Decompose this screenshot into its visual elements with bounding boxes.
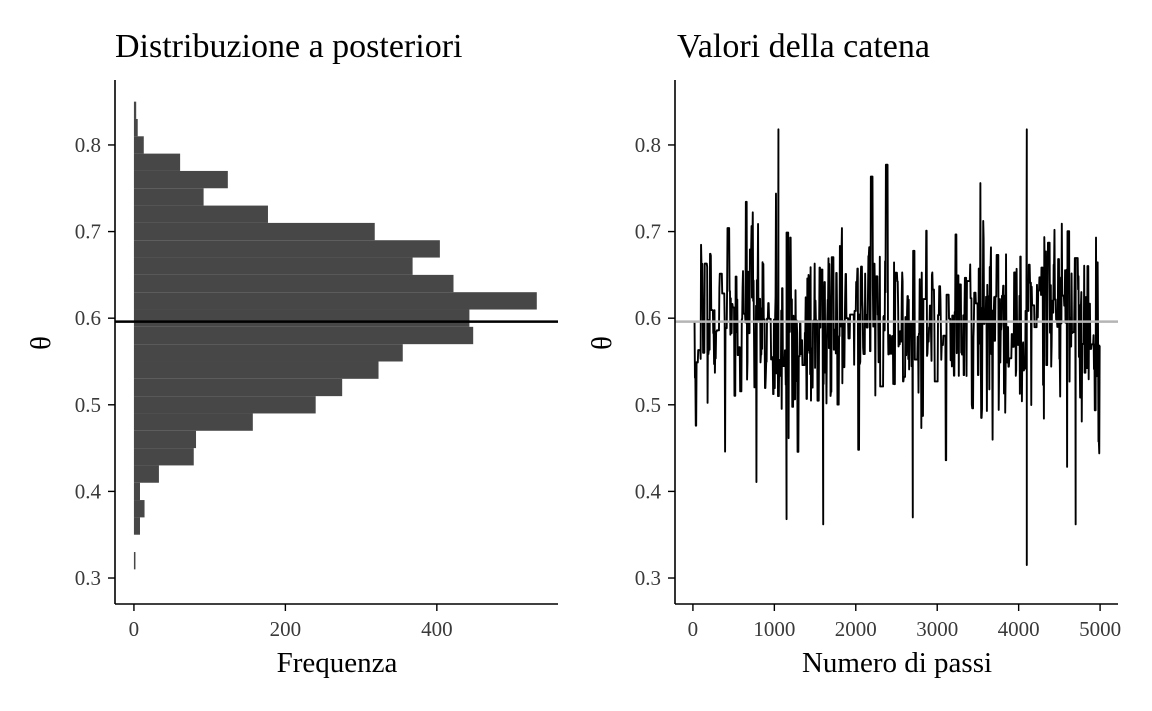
trace-x-tick-label: 2000 [835,617,877,641]
trace-x-tick-label: 5000 [1079,617,1121,641]
histogram-x-axis-title: Frequenza [277,647,398,679]
histogram-bar [133,153,181,171]
histogram-bar [133,552,136,570]
histogram-x-tick-label: 0 [129,617,140,641]
histogram-y-tick-label: 0.5 [75,393,101,417]
histogram-bar [133,292,537,310]
trace-y-axis-title: θ [586,336,618,350]
histogram-y-tick-label: 0.3 [75,566,101,590]
histogram-bar [133,188,204,206]
trace-line [692,128,1101,566]
histogram-y-tick-label: 0.6 [75,306,101,330]
histogram-bar [133,257,413,275]
trace-x-tick-label: 4000 [998,617,1040,641]
histogram-bar [133,205,268,223]
trace-y-tick-label: 0.3 [635,566,661,590]
histogram-bar [133,465,159,483]
histogram-bar [133,430,197,449]
trace-x-tick-label: 0 [688,617,699,641]
histogram-bar [133,413,253,431]
histogram-bar [133,500,145,518]
histogram-x-tick-label: 400 [421,617,453,641]
histogram-bars [133,101,537,570]
histogram-bar [133,222,375,241]
histogram-bar [133,448,194,466]
histogram-bar [133,274,454,293]
histogram-bar [133,517,140,535]
histogram-bar [133,361,379,379]
trace-y-tick-label: 0.7 [635,220,661,244]
trace-title: Valori della catena [677,28,930,65]
histogram-bar [133,344,403,362]
histogram-y-tick-label: 0.8 [75,133,101,157]
histogram-bar [133,170,228,189]
trace-y-tick-label: 0.8 [635,133,661,157]
histogram-bar [133,240,440,258]
histogram-y-tick-label: 0.4 [75,479,102,503]
histogram-y-tick-label: 0.7 [75,220,101,244]
histogram-bar [133,396,316,414]
histogram-bar [133,309,470,327]
trace-y-tick-label: 0.5 [635,393,661,417]
histogram-bar [133,378,343,397]
trace-panel: Valori della catena 0.3 0.4 0.5 0.6 0.7 0.8 0 1… [586,28,1121,679]
trace-x-tick-label: 1000 [753,617,795,641]
trace-y-tick-label: 0.6 [635,306,661,330]
histogram-bar [133,326,474,345]
histogram-x-tick-label: 200 [270,617,302,641]
histogram-panel: Distribuzione a posteriori 0.30.40.50.60… [25,28,558,679]
trace-x-tick-label: 3000 [916,617,958,641]
histogram-bar [133,482,140,501]
histogram-title: Distribuzione a posteriori [115,28,462,65]
histogram-bar [133,101,137,119]
histogram-bar [133,136,144,154]
trace-x-axis-title: Numero di passi [802,647,992,679]
trace-axes: 0.3 0.4 0.5 0.6 0.7 0.8 0 1000 2000 3000 4000 5000 [635,80,1121,641]
histogram-axes: 0.3 0.4 0.5 0.6 0.7 0.8 0 200 400 [75,80,558,641]
trace-y-tick-label: 0.4 [635,479,662,503]
histogram-y-axis-title: θ [25,336,57,350]
histogram-bar [133,118,138,137]
